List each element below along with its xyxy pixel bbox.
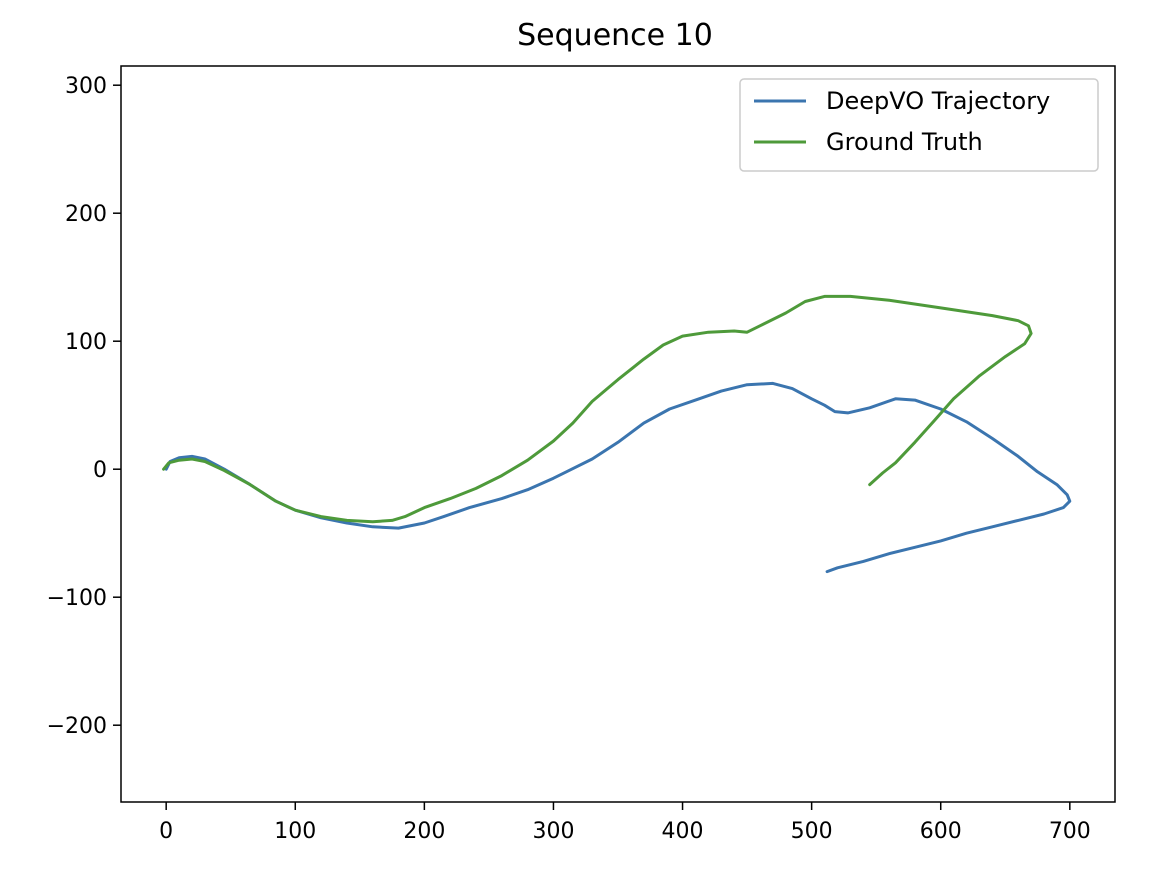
x-tick-label: 400 [662,819,704,844]
legend-label-deepvo: DeepVO Trajectory [826,87,1050,115]
legend-label-ground-truth: Ground Truth [826,128,983,156]
y-tick-label: 300 [65,74,107,99]
y-tick-label: −200 [47,714,107,739]
y-tick-label: 200 [65,202,107,227]
y-axis: −200 −100 0 100 200 300 [47,74,121,739]
y-tick-label: 0 [93,458,107,483]
series-layer [162,294,1072,574]
x-tick-label: 500 [791,819,833,844]
x-tick-label: 700 [1049,819,1091,844]
x-tick-label: 600 [920,819,962,844]
plot-area [120,65,1116,803]
x-axis: 0 100 200 300 400 500 600 700 [159,802,1091,844]
series-line-ground-truth [162,294,1033,524]
y-tick-label: −100 [47,586,107,611]
chart-title: Sequence 10 [517,18,713,53]
x-tick-label: 300 [532,819,574,844]
x-tick-label: 0 [159,819,173,844]
y-tick-label: 100 [65,330,107,355]
x-tick-label: 200 [403,819,445,844]
legend: DeepVO Trajectory Ground Truth [739,78,1099,172]
x-tick-label: 100 [274,819,316,844]
legend-box [739,78,1099,172]
